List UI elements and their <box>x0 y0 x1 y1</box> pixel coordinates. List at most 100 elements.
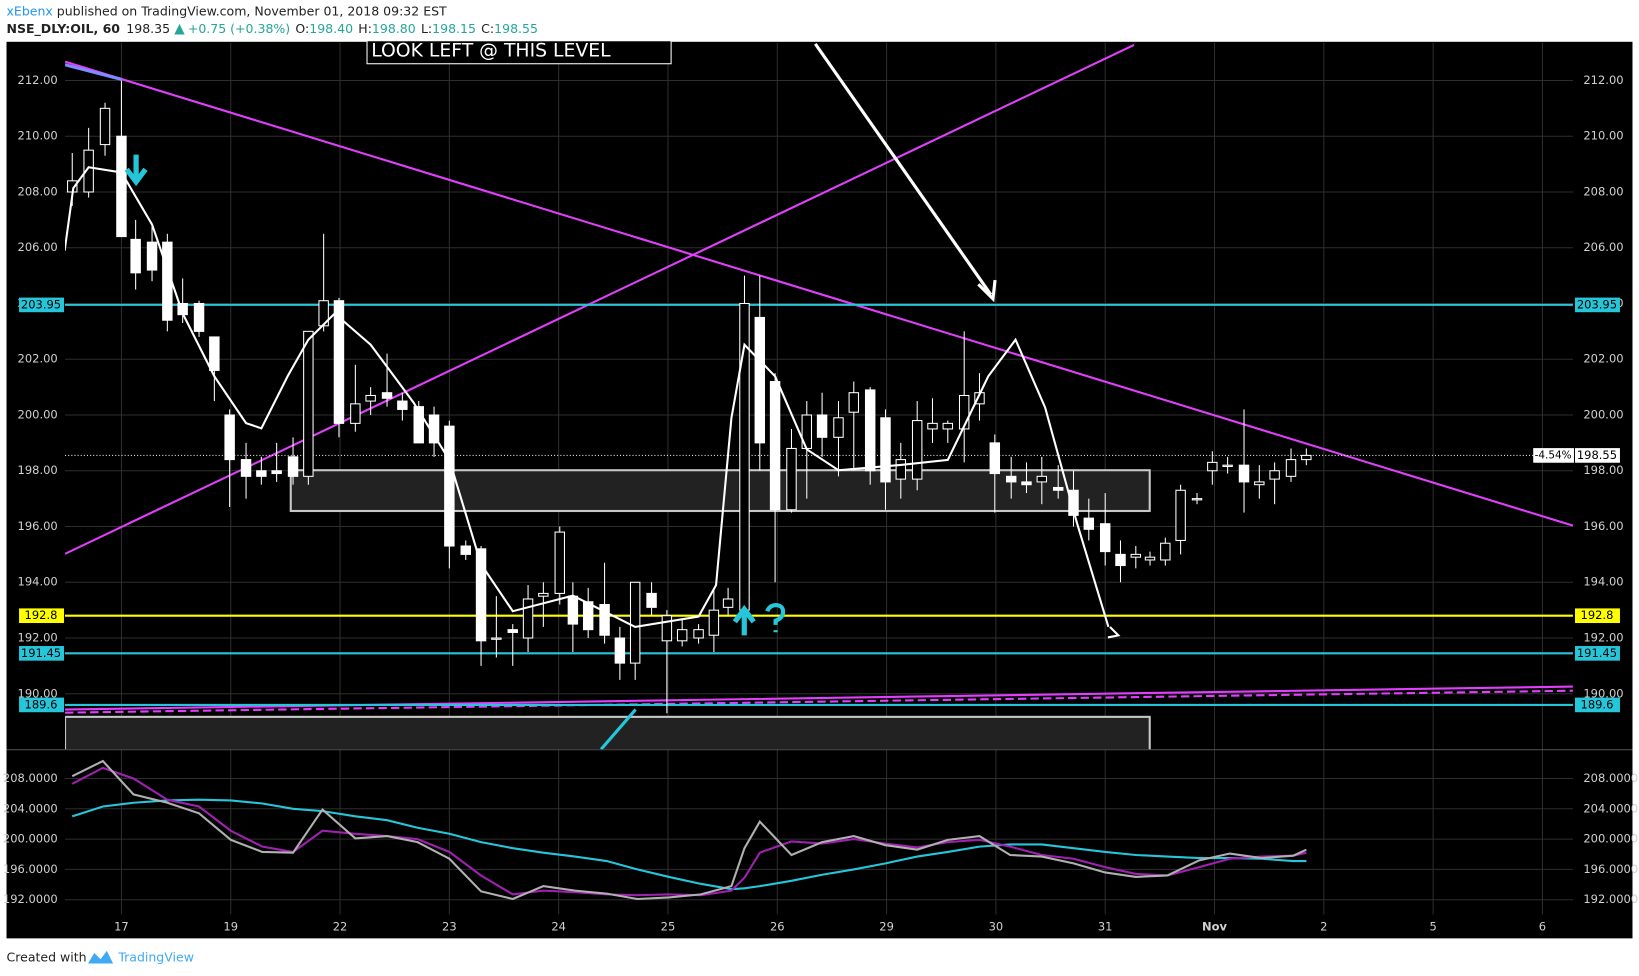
candle-body <box>1160 542 1171 561</box>
level-label: 191.45 <box>21 646 61 660</box>
candle-body <box>1036 475 1048 483</box>
high: 198.80 <box>372 21 416 36</box>
candle-body <box>381 392 393 399</box>
candle-body <box>1269 470 1280 480</box>
candle-body <box>614 637 626 664</box>
candle-body <box>333 300 345 424</box>
y-tick-label: 198.00 <box>18 463 58 477</box>
candle-body <box>287 456 299 477</box>
candle-body <box>661 615 673 642</box>
indicator-line <box>71 759 1307 901</box>
level-tag <box>19 697 64 713</box>
y-tick-label-right: 196.0000 <box>1583 862 1638 876</box>
candle-body <box>460 545 471 555</box>
low-label: L: <box>421 21 432 36</box>
candle-body <box>1222 464 1233 467</box>
candle-body <box>413 406 424 444</box>
candle-body <box>629 581 641 664</box>
candle-body <box>816 414 828 438</box>
change-label: -4.54% <box>1535 449 1572 461</box>
candle-body <box>769 381 781 511</box>
candle-body <box>1301 454 1312 461</box>
y-tick-label: 206.00 <box>18 240 58 254</box>
y-tick-label: 208.00 <box>18 184 58 198</box>
level-label: 192.8 <box>25 608 58 622</box>
arrow <box>814 42 993 296</box>
candle-body <box>99 107 111 146</box>
candle-body <box>1021 481 1032 486</box>
y-tick-label-right: 206.00 <box>1583 240 1623 254</box>
note-box <box>366 40 672 65</box>
x-tick-label: 19 <box>223 919 238 933</box>
y-tick-label-right: 194.00 <box>1583 575 1623 589</box>
x-tick-label: 26 <box>770 919 785 933</box>
x-tick-label: 6 <box>1539 919 1546 933</box>
candle-body <box>507 629 518 633</box>
candle-body <box>1144 556 1156 561</box>
y-tick-label: 200.00 <box>18 407 58 421</box>
level-tag <box>1575 646 1620 661</box>
level-tag <box>19 608 64 624</box>
candle-body <box>554 531 565 594</box>
zone-box <box>289 469 1151 513</box>
y-tick-label: 192.00 <box>18 631 58 645</box>
open-label: O: <box>295 21 309 36</box>
candle-body <box>1099 523 1111 553</box>
open: 198.40 <box>309 21 353 36</box>
y-tick-label-right: 192.00 <box>1583 631 1623 645</box>
note-text: LOOK LEFT @ THIS LEVEL <box>371 41 611 62</box>
candle-body <box>722 598 734 608</box>
candle-body <box>676 629 688 642</box>
candle-body <box>1238 464 1250 483</box>
candle-body <box>209 336 220 371</box>
y-tick-label: 200.0000 <box>3 832 58 846</box>
y-tick-label-right: 208.00 <box>1583 184 1623 198</box>
y-tick-label: 192.0000 <box>3 892 58 906</box>
change-tag <box>1533 448 1574 463</box>
last-price-label: 198.55 <box>1577 448 1617 462</box>
y-tick-label: 212.00 <box>18 73 58 87</box>
down-arrow <box>124 154 148 187</box>
question-mark <box>765 602 786 633</box>
y-tick-label: 204.0000 <box>3 801 58 815</box>
y-tick-label-right: 192.0000 <box>1583 892 1638 906</box>
candle-body <box>1285 459 1297 477</box>
symbol: NSE_DLY:OIL, 60 <box>7 21 121 37</box>
candle-body <box>1175 489 1186 541</box>
candle-body <box>1005 475 1017 483</box>
x-tick-label: 31 <box>1098 919 1113 933</box>
candle-body <box>786 447 797 511</box>
candle-body <box>646 592 657 608</box>
y-tick-label: 194.00 <box>18 575 58 589</box>
candle-body <box>475 548 487 642</box>
candle-body <box>1254 481 1265 486</box>
y-tick-label: 210.00 <box>18 129 58 143</box>
annotations: LOOK LEFT @ THIS LEVEL <box>124 40 1121 639</box>
candle-body <box>444 425 455 547</box>
candle-body <box>848 392 860 413</box>
arrow-head <box>977 279 997 303</box>
candle-body <box>958 394 970 430</box>
y-tick-label-right: 212.00 <box>1583 73 1623 87</box>
level-label: 192.8 <box>1581 608 1614 622</box>
candle-body <box>256 470 267 477</box>
x-tick-label: 29 <box>879 919 894 933</box>
candle-body <box>1207 461 1218 472</box>
candle-body <box>754 316 766 444</box>
candle-body <box>350 403 361 424</box>
last-price-tag <box>1575 448 1620 463</box>
candle-body <box>911 420 923 480</box>
level-label: 189.6 <box>1581 697 1614 711</box>
x-tick-label: 24 <box>551 919 566 933</box>
up-arrow <box>732 604 756 636</box>
y-tick-label-right: 200.00 <box>1583 407 1623 421</box>
x-tick-label: Nov <box>1202 919 1228 933</box>
y-tick-label: 196.00 <box>18 519 58 533</box>
indicator-line <box>71 798 1307 891</box>
y-tick-label-right: 190.00 <box>1583 686 1623 700</box>
y-tick-label-right: 210.00 <box>1583 129 1623 143</box>
published: published on TradingView.com, November 0… <box>53 3 447 18</box>
